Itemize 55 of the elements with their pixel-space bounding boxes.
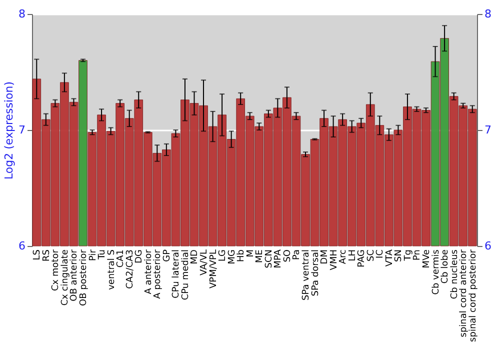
x-tick-label: CPu lateral — [172, 250, 182, 298]
x-tick-label: Pa — [292, 250, 302, 260]
x-tick-label: LH — [348, 250, 358, 262]
x-tick-label: IC — [376, 250, 386, 258]
x-tick-label: RS — [42, 249, 52, 262]
x-tick-label: SCN — [264, 250, 274, 268]
x-tick-label: MVe — [422, 249, 432, 268]
x-tick-label: SO — [282, 250, 293, 262]
x-tick-label: MPA — [274, 248, 284, 268]
x-tick-label: Cx motor — [51, 249, 62, 291]
x-tick-label: LG — [218, 249, 228, 262]
x-tick-label: Arc — [338, 249, 349, 264]
x-tick-label: DG — [134, 249, 145, 264]
x-tick-label: Cb lobe — [440, 249, 451, 284]
x-tick-label: Cb vermis — [431, 249, 442, 295]
y-tick-label: 6 — [18, 240, 26, 252]
x-tick-label: Cb nucleus — [450, 249, 460, 300]
x-tick-label: OB anterior — [70, 249, 80, 302]
x-tick-label: Pn — [412, 250, 423, 260]
x-tick-label: CA2/CA3 — [125, 250, 136, 289]
x-tick-label: SPa dorsal — [310, 250, 321, 296]
x-tick-label: ventral S — [106, 249, 117, 290]
x-tick-label: CA1 — [116, 250, 126, 268]
x-tick-label: VPM/VPL — [208, 250, 219, 288]
y2-tick-label: 8 — [484, 8, 492, 20]
x-tick-label: SN — [394, 250, 404, 262]
x-tick-label: Cx cingulate — [60, 249, 70, 306]
x-tick-label: MG — [227, 249, 238, 264]
y2-tick-label: 7 — [484, 124, 492, 136]
x-tick-label: VMH — [329, 250, 340, 270]
x-tick-label: Tu — [98, 250, 108, 260]
x-tick-label: VTA — [384, 248, 395, 267]
x-tick-label: SPa ventral — [301, 250, 312, 300]
y-axis-title: Log2 (expression) — [2, 81, 16, 180]
y-tick-label: 7 — [18, 124, 26, 136]
x-tick-label: Hb — [236, 249, 247, 262]
x-tick-label: CPu medial — [180, 250, 191, 300]
x-tick-label: Tg — [403, 250, 414, 262]
x-tick-label: OB posterior — [78, 249, 89, 306]
x-tick-label: A anterior — [144, 249, 154, 294]
x-tick-label: A posterior — [153, 249, 164, 299]
y-tick-label: 8 — [18, 8, 26, 20]
x-tick-label: M — [246, 250, 256, 258]
x-tick-label: LS — [32, 249, 43, 260]
x-tick-label: Pir — [88, 249, 98, 261]
x-tick-label: PAG — [357, 249, 368, 268]
x-tick-label: MD — [190, 249, 200, 264]
y2-tick-label: 6 — [484, 240, 492, 252]
x-tick-label: DM — [320, 250, 330, 264]
x-tick-label: GP — [162, 248, 172, 262]
x-tick-label: ME — [255, 249, 266, 263]
x-tick-label: SC — [366, 250, 376, 262]
x-tick-label: spinal cord posterior — [468, 249, 478, 342]
x-tick-label: VA/VL — [200, 250, 210, 276]
x-tick-label: spinal cord anterior — [459, 249, 470, 338]
